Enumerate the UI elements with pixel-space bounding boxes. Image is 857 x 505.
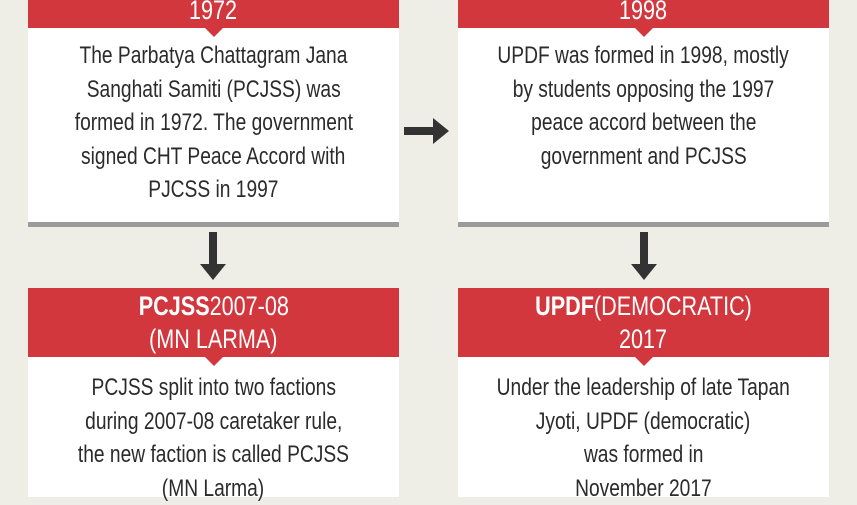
header-bold: PCJSS	[138, 291, 209, 321]
card-pcjss-mn-larma: PCJSS 2007-08 (MN LARMA) PCJSS split int…	[28, 288, 399, 497]
card-updf-1998: 1998 UPDF was formed in 1998, mostly by …	[458, 0, 829, 227]
body-line: by students opposing the 1997	[513, 73, 775, 107]
arrow-down-icon	[640, 232, 648, 266]
body-line: PJCSS in 1997	[148, 173, 278, 207]
card-header: PCJSS 2007-08 (MN LARMA)	[28, 288, 399, 357]
header-year: 1998	[619, 0, 667, 27]
body-line: Sanghati Samiti (PCJSS) was	[87, 73, 341, 107]
header-text: (DEMOCRATIC)	[594, 290, 752, 323]
body-line: The Parbatya Chattagram Jana	[80, 39, 348, 73]
card-body: UPDF was formed in 1998, mostly by stude…	[458, 28, 829, 222]
header-line2: (MN LARMA)	[149, 323, 277, 356]
arrow-down-icon	[209, 232, 217, 266]
body-line: during 2007-08 caretaker rule,	[85, 405, 342, 439]
card-body: The Parbatya Chattagram Jana Sanghati Sa…	[28, 28, 399, 222]
body-line: formed in 1972. The government	[74, 106, 352, 140]
card-header: 1972	[28, 0, 399, 28]
body-line: signed CHT Peace Accord with	[81, 140, 345, 174]
header-year: 1972	[189, 0, 237, 27]
card-updf-democratic: UPDF (DEMOCRATIC) 2017 Under the leaders…	[458, 288, 829, 497]
card-header: UPDF (DEMOCRATIC) 2017	[458, 288, 829, 357]
header-text: 2007-08	[209, 290, 288, 323]
body-line: government and PCJSS	[540, 140, 746, 174]
body-line: was formed in	[584, 438, 704, 472]
card-header: 1998	[458, 0, 829, 28]
body-line: the new faction is called PCJSS	[78, 438, 349, 472]
arrow-right-icon	[404, 127, 434, 135]
card-body: PCJSS split into two factions during 200…	[28, 357, 399, 497]
header-bold: UPDF	[535, 291, 594, 321]
body-line: November 2017	[575, 472, 712, 505]
card-body: Under the leadership of late Tapan Jyoti…	[458, 357, 829, 497]
card-pcjss-1972: 1972 The Parbatya Chattagram Jana Sangha…	[28, 0, 399, 227]
body-line: peace accord between the	[531, 106, 756, 140]
body-line: (MN Larma)	[162, 472, 264, 505]
body-line: PCJSS split into two factions	[91, 371, 335, 405]
header-line2: 2017	[619, 323, 667, 356]
body-line: Jyoti, UPDF (democratic)	[536, 405, 750, 439]
body-line: Under the leadership of late Tapan	[497, 371, 790, 405]
body-line: UPDF was formed in 1998, mostly	[498, 39, 789, 73]
